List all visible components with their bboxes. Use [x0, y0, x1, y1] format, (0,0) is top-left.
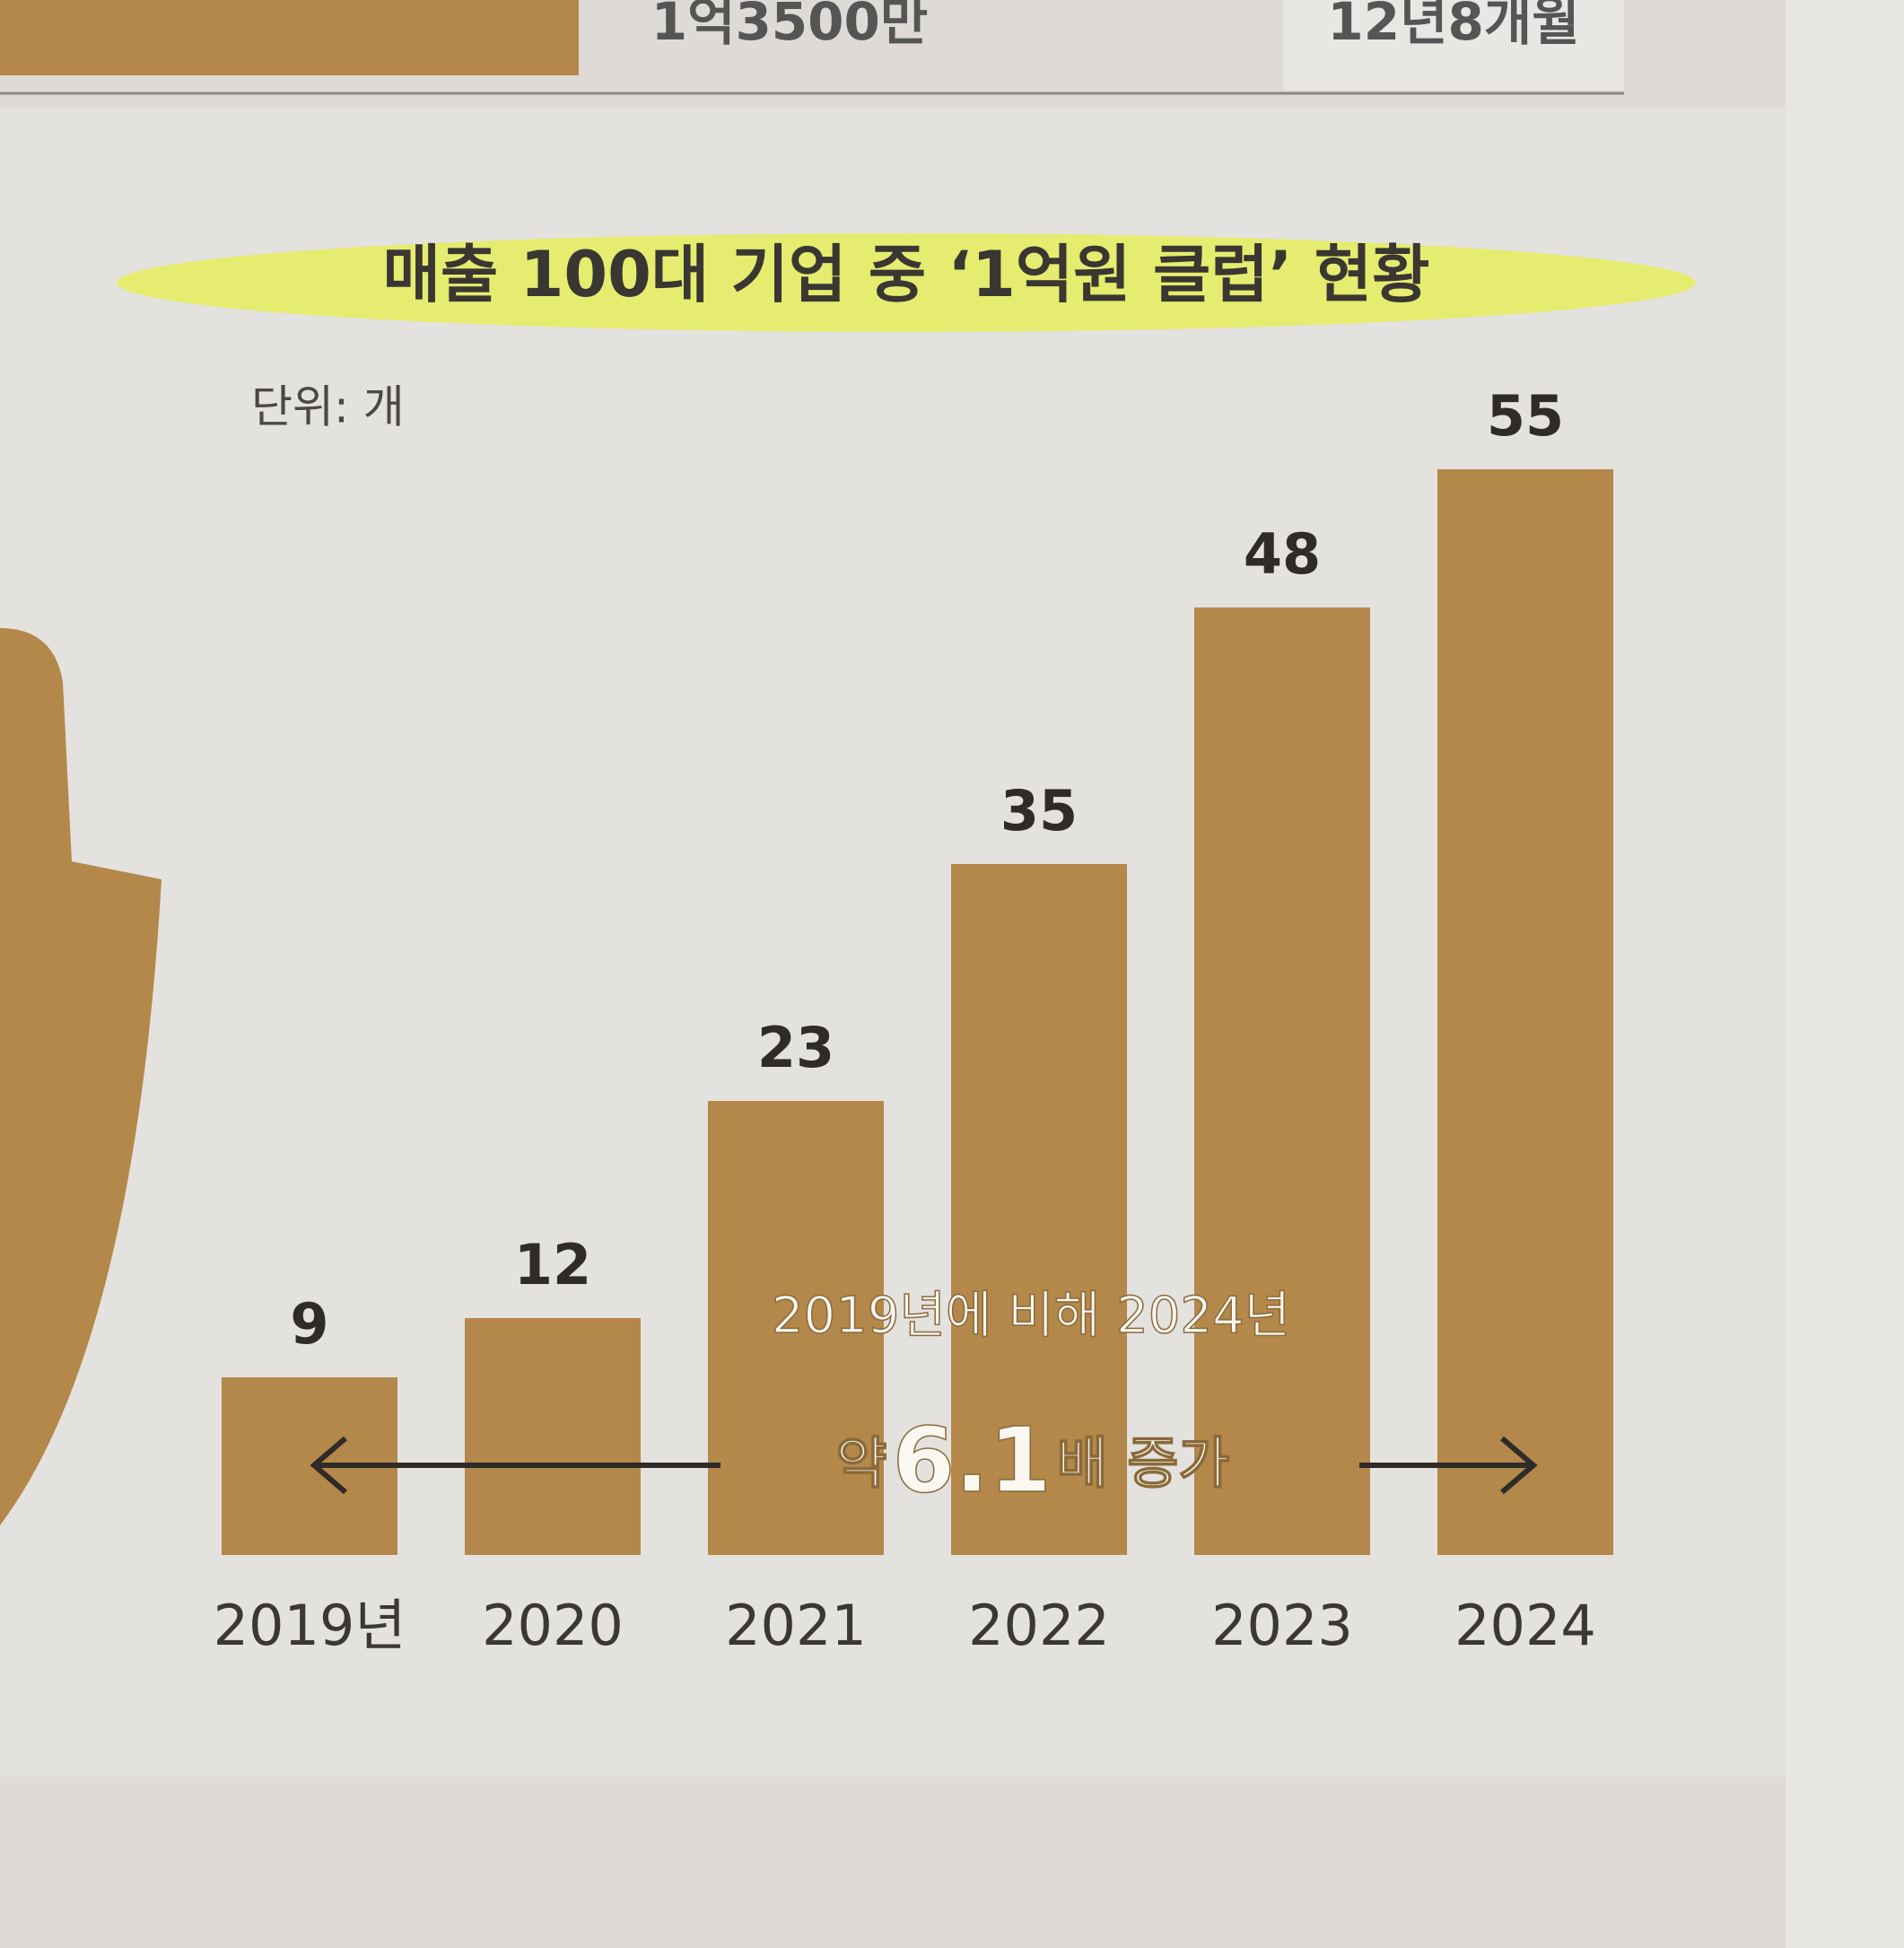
data-label: 35 — [1000, 778, 1078, 843]
x-tick-label: 2024 — [1454, 1593, 1596, 1658]
bar — [708, 1101, 884, 1555]
annotation-part: 6.1 — [893, 1408, 1052, 1513]
unit-label: 단위: 개 — [251, 381, 405, 433]
annotation: 2019년에 비해 2024년 — [772, 1287, 1290, 1345]
arrow-left — [310, 1436, 721, 1495]
annotation-part: 약 — [836, 1430, 887, 1496]
top-block — [0, 0, 579, 75]
x-tick-label: 2022 — [968, 1593, 1110, 1658]
x-tick-label: 2019년 — [214, 1593, 406, 1658]
annotation-part: 배 증가 — [1057, 1430, 1230, 1496]
side-column — [1786, 0, 1904, 1948]
x-tick-label: 2021 — [725, 1593, 867, 1658]
highlight — [117, 233, 1696, 332]
data-label: 48 — [1244, 521, 1321, 587]
clipped-text: 12년8개월 — [1327, 0, 1579, 52]
bar — [1437, 469, 1613, 1555]
top-cell — [1283, 0, 1624, 90]
bar — [1194, 607, 1370, 1555]
left-decoration — [0, 628, 162, 1525]
bar — [465, 1318, 641, 1555]
clipped-text: 1억3500만 — [651, 0, 929, 52]
annotation: 약6.1배 증가 — [836, 1408, 1230, 1513]
x-tick-label: 2023 — [1211, 1593, 1353, 1658]
data-label: 9 — [290, 1291, 328, 1357]
data-label: 12 — [514, 1232, 591, 1297]
data-label: 55 — [1487, 383, 1564, 449]
bar — [951, 864, 1127, 1555]
x-tick-label: 2020 — [482, 1593, 624, 1658]
data-label: 23 — [757, 1015, 834, 1080]
arrow-right — [1359, 1436, 1538, 1495]
chart-title: 매출 100대 기업 중 ‘1억원 클럽’ 현황 — [382, 238, 1429, 311]
